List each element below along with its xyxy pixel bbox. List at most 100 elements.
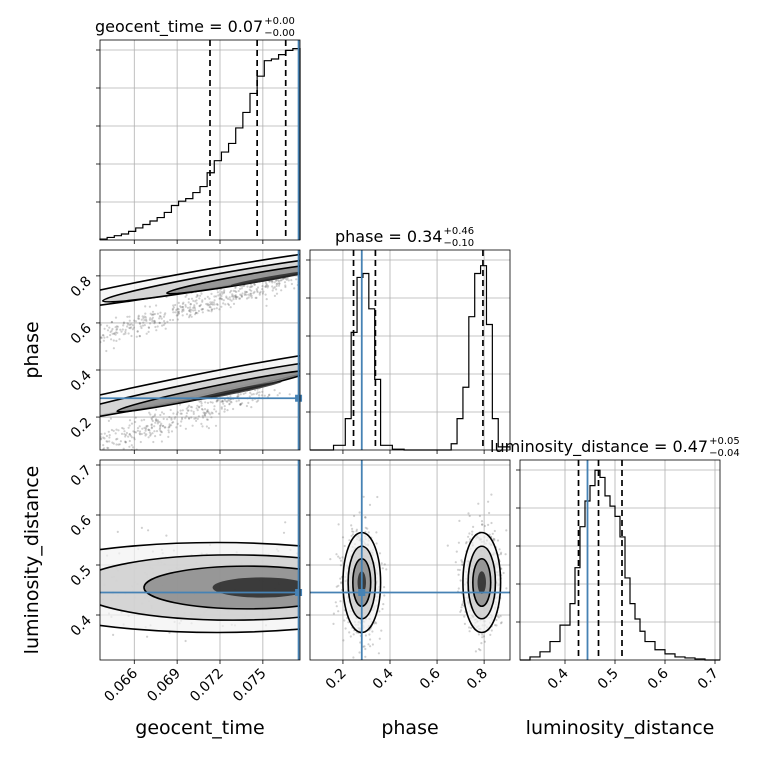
sample-point [221,400,224,403]
sample-point [377,652,380,655]
sample-point [184,639,187,643]
sample-point [171,307,174,310]
sample-point [153,414,156,417]
sample-point [268,394,271,397]
sample-point [144,305,147,308]
sample-point [492,537,495,540]
sample-point [71,439,73,441]
sample-point [134,420,137,424]
sample-point [414,548,416,550]
sample-point [142,321,145,324]
sample-point [332,581,334,583]
sample-point [81,446,83,448]
sample-point [314,582,316,584]
sample-point [109,334,112,337]
sample-point [465,541,468,544]
sample-point [153,320,156,323]
sample-point [271,285,274,288]
sample-point [363,645,366,648]
sample-point [69,454,71,456]
sample-point [66,605,68,607]
sample-point [369,638,372,641]
sample-point [364,634,367,637]
sample-point [541,587,543,589]
sample-point [96,452,98,454]
sample-point [211,301,214,304]
sample-point [570,600,572,602]
sample-point [137,317,140,320]
sample-point [410,550,412,552]
sample-point [446,544,449,547]
sample-point [93,340,95,342]
sample-point [87,457,89,459]
sample-point [319,580,321,582]
sample-point [182,309,185,312]
sample-point [197,406,200,409]
sample-point [128,424,131,427]
sample-point [490,493,493,496]
sample-point [457,587,460,590]
density-level [117,370,300,412]
contour-line [467,545,497,620]
sample-point [159,424,162,427]
x-tick-label: 0.4 [545,665,572,692]
sample-point [128,433,131,436]
sample-point [458,519,461,522]
sample-point [54,345,56,347]
sample-point [204,401,207,404]
sample-point [7,477,9,479]
sample-point [226,409,229,412]
grid-lines-y [100,49,300,203]
sample-point [285,278,288,281]
sample-point [98,457,100,459]
sample-point [95,335,97,337]
sample-point [452,600,454,602]
sample-point [30,463,32,465]
sample-point [417,528,419,530]
sample-point [2,485,4,487]
sample-point [221,292,224,295]
sample-point [133,436,136,439]
sample-point [54,457,56,459]
sample-point [232,302,236,305]
sample-point [201,311,204,314]
sample-point [355,528,358,531]
sample-point [128,319,131,322]
sample-point [241,402,244,405]
sample-point [12,569,14,571]
sample-point [16,473,18,475]
sample-point [152,440,155,444]
panel-title-luminosity_distance: luminosity_distance = 0.47 +0.05−0.04 [490,436,740,459]
sample-point [66,449,68,451]
sample-point [256,286,260,289]
sample-point [144,312,147,315]
sample-point [201,408,204,411]
sample-point [206,408,209,411]
sample-point [147,326,151,329]
sample-point [151,320,154,323]
sample-point [223,408,226,411]
sample-point [47,346,49,348]
sample-point [46,333,48,335]
sample-point [496,615,499,618]
sample-point [226,400,229,403]
sample-point [239,403,242,406]
sample-point [164,426,167,429]
sample-point [273,281,276,284]
sample-point [210,411,213,414]
sample-point [278,282,281,285]
sample-point [158,315,161,318]
sample-point [209,301,212,304]
sample-point [242,392,245,395]
sample-point [206,295,209,298]
sample-point [118,338,121,341]
sample-point [198,297,201,300]
sample-point [147,428,150,431]
title-lower-error: −0.10 [443,238,474,249]
sample-point [101,334,104,337]
sample-point [159,315,162,318]
sample-point [156,420,160,423]
sample-point [11,582,13,584]
sample-point [54,349,56,351]
sample-point [45,344,47,346]
